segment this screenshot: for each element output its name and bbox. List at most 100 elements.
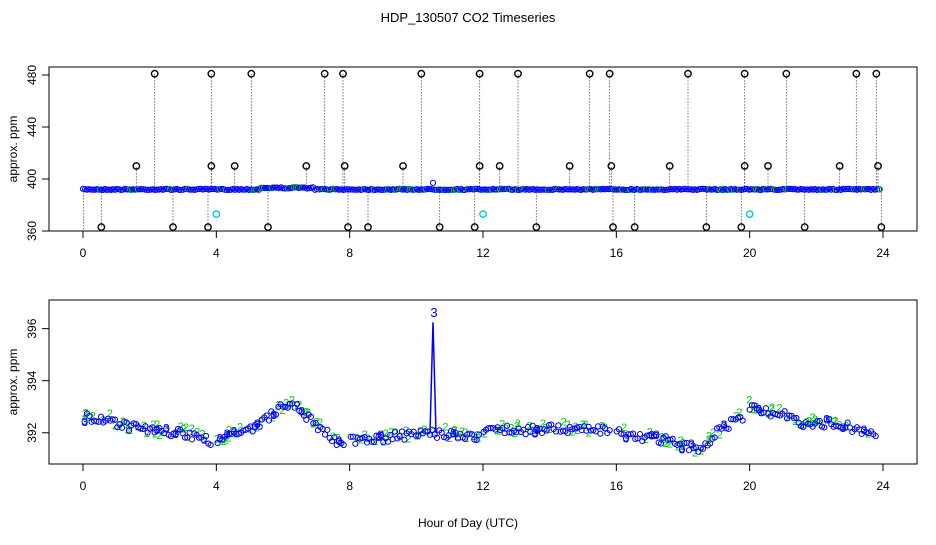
bottom-point-3 — [790, 415, 798, 422]
top-marker-outliers-mid — [302, 162, 311, 170]
bottom-point-3 — [555, 422, 562, 429]
bottom-point-3 — [844, 419, 851, 426]
bottom-point-3-label: 3 — [231, 425, 238, 439]
bottom-point-2: 2 — [746, 395, 752, 407]
bottom-point-2: 2 — [776, 402, 782, 414]
bottom-point-3 — [804, 420, 812, 427]
bottom-point-2: 2 — [303, 407, 309, 419]
top-marker-outliers-high — [605, 69, 614, 78]
bottom-point-2: 2 — [354, 432, 360, 444]
bottom-point-3 — [111, 416, 119, 423]
top-marker-outliers-high — [684, 69, 692, 78]
top-x-tick-label-16: 16 — [610, 246, 624, 260]
top-marker-outliers-low — [364, 223, 372, 232]
bottom-point-2: 2 — [580, 419, 586, 431]
top-baseline-point — [789, 186, 797, 193]
bottom-point-3 — [503, 422, 511, 429]
top-baseline-point — [485, 186, 493, 193]
bottom-point-2: 2 — [526, 421, 532, 433]
top-baseline-point — [431, 186, 439, 193]
top-marker-outliers-low — [97, 223, 106, 232]
bottom-point-2: 2 — [223, 435, 229, 447]
top-x-ticks: 0 4 8 12 16 20 24 — [80, 231, 890, 260]
bottom-point-3 — [816, 417, 823, 425]
bottom-point-3 — [109, 416, 116, 423]
bottom-point-3 — [93, 418, 100, 425]
bottom-point-2: 2 — [753, 404, 759, 416]
top-outlier-points — [97, 69, 886, 232]
top-marker-outliers-low — [737, 223, 746, 232]
top-y-ticks: 360 400 440 480 — [25, 65, 49, 241]
top-baseline-point — [537, 186, 545, 193]
bottom-point-3 — [552, 428, 560, 435]
bottom-point-3 — [559, 427, 567, 434]
bottom-point-3 — [256, 423, 263, 430]
top-marker-outliers-low — [204, 223, 212, 232]
top-baseline-point — [821, 186, 829, 193]
bottom-point-2: 2 — [570, 427, 576, 439]
top-baseline-point — [425, 185, 433, 193]
bottom-point-2: 2 — [183, 422, 189, 434]
bottom-point-3 — [249, 428, 256, 435]
bottom-point-2: 2 — [463, 433, 469, 445]
top-baseline-point — [377, 186, 385, 193]
bottom-point-2: 2 — [189, 423, 195, 435]
bottom-point-3 — [706, 440, 714, 447]
bottom-point-3 — [422, 428, 429, 435]
bottom-point-3 — [86, 412, 93, 420]
bottom-point-2: 2 — [90, 411, 96, 423]
top-baseline-point — [175, 186, 183, 193]
bottom-point-2: 2 — [499, 419, 505, 431]
bottom-point-3-label: 3 — [172, 427, 179, 441]
top-baseline-point — [773, 186, 781, 193]
bottom-point-3 — [324, 426, 331, 433]
bottom-point-2: 2 — [269, 413, 275, 425]
bottom-point-2: 2 — [157, 430, 163, 442]
bottom-point-2: 2 — [565, 419, 571, 431]
bottom-point-3 — [202, 432, 210, 440]
bottom-point-2: 2 — [800, 420, 806, 432]
bottom-point-3 — [543, 427, 550, 434]
bottom-point-3 — [188, 436, 196, 443]
bottom-point-3 — [331, 434, 338, 441]
top-marker-outliers-high — [782, 69, 791, 78]
top-baseline-point — [239, 186, 247, 193]
top-marker-outliers-low — [609, 223, 617, 232]
top-baseline-point — [181, 185, 189, 192]
bottom-point-3 — [699, 445, 707, 452]
bottom-point-3 — [396, 433, 403, 440]
bottom-y-axis-label: approx. ppm — [6, 349, 20, 416]
top-marker-outliers-mid — [565, 162, 574, 170]
top-baseline-point — [261, 184, 269, 192]
bottom-point-2: 2 — [496, 425, 502, 437]
top-marker-outliers-low — [877, 223, 886, 232]
bottom-point-3 — [471, 436, 478, 443]
bottom-point-2: 2 — [180, 424, 186, 436]
top-y-tick-label-360: 360 — [25, 221, 39, 241]
bottom-point-3 — [195, 434, 203, 441]
bottom-point-2: 2 — [152, 428, 158, 440]
bottom-point-3 — [384, 438, 392, 445]
bottom-point-2: 2 — [199, 428, 205, 440]
bottom-point-2: 2 — [226, 424, 232, 436]
bottom-point-3-label: 3 — [163, 422, 170, 436]
top-marker-outliers-mid — [835, 162, 844, 170]
bottom-point-2: 2 — [804, 416, 810, 428]
top-marker-outliers-high — [740, 69, 749, 78]
top-y-tick-label-400: 400 — [25, 169, 39, 189]
top-baseline-point — [863, 186, 871, 193]
top-baseline-point — [545, 186, 553, 193]
top-baseline-point — [269, 184, 277, 191]
bottom-point-3 — [594, 423, 602, 430]
bottom-point-3 — [739, 417, 746, 424]
top-baseline-point — [623, 186, 631, 194]
bottom-point-3 — [272, 411, 280, 418]
bottom-point-2: 2 — [533, 424, 539, 436]
top-baseline-point — [143, 186, 151, 193]
top-marker-outliers-high — [247, 69, 256, 78]
bottom-point-2: 2 — [663, 438, 669, 450]
bottom-point-2: 2 — [586, 428, 592, 440]
top-marker-outliers-mid — [340, 162, 349, 170]
bottom-point-3 — [118, 424, 126, 431]
